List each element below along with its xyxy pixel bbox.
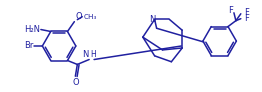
Text: H₂N: H₂N xyxy=(24,25,40,34)
Text: N: N xyxy=(150,15,156,24)
Text: H: H xyxy=(90,49,96,59)
Text: F: F xyxy=(244,14,249,23)
Text: O: O xyxy=(72,78,79,87)
Text: CH₃: CH₃ xyxy=(83,14,97,20)
Text: O: O xyxy=(75,12,82,21)
Text: N: N xyxy=(82,49,88,59)
Text: F: F xyxy=(244,8,249,17)
Text: Br: Br xyxy=(24,41,34,51)
Text: F: F xyxy=(228,6,233,15)
